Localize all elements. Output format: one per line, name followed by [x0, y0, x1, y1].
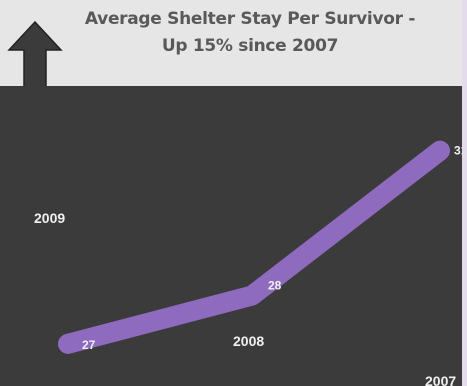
right-edge-strip: [462, 0, 467, 386]
chart-title-line-2: Up 15% since 2007: [161, 36, 339, 56]
line-chart: 27 28 31 2009 2008 2007: [34, 140, 462, 386]
series-line: [58, 140, 450, 354]
chart-title: Average Shelter Stay Per Survivor - Up 1…: [70, 6, 430, 60]
plot-area: 27 28 31 2009 2008 2007: [0, 86, 462, 386]
category-label: 2009: [34, 210, 65, 226]
chart-header: Average Shelter Stay Per Survivor - Up 1…: [0, 0, 467, 91]
data-label: 28: [268, 279, 282, 293]
up-arrow-shape: [7, 20, 63, 91]
up-arrow-icon: [4, 20, 66, 91]
category-label: 2007: [425, 373, 456, 386]
category-label: 2008: [233, 333, 264, 349]
chart-title-line-1: Average Shelter Stay Per Survivor -: [84, 9, 416, 29]
data-label: 27: [82, 338, 96, 352]
data-label: 31: [454, 144, 462, 158]
